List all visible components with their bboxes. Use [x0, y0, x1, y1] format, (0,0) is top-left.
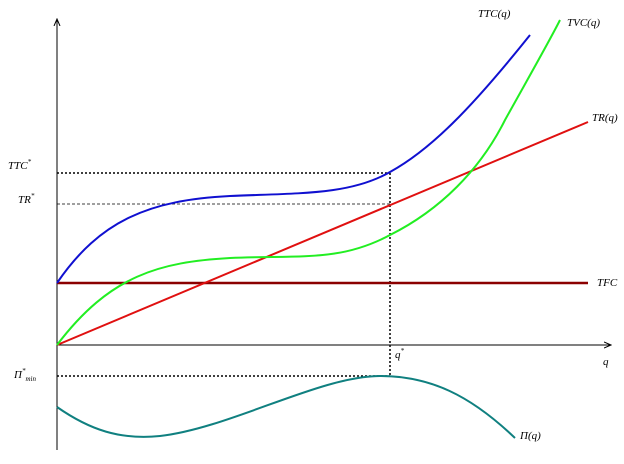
tr-label: TR(q) [592, 112, 618, 124]
base: Π [13, 369, 23, 381]
tvc-curve [56, 19, 561, 346]
base: q [395, 349, 401, 361]
base: TTC [8, 160, 28, 172]
ttc-star-label: TTC* [8, 158, 32, 172]
base: TR [18, 194, 31, 206]
sup: * [401, 347, 405, 355]
x-axis-label: q [603, 356, 609, 368]
ttc-label: TTC(q) [478, 8, 511, 20]
q-star-label: q* [395, 347, 405, 361]
sup: * [31, 192, 35, 200]
profit-curve [56, 374, 516, 439]
sub: min [25, 375, 36, 383]
tr-curve [56, 121, 589, 346]
ttc-curve [56, 34, 531, 284]
profit-min-label: Π*min [13, 367, 36, 383]
profit-label: Π(q) [519, 430, 541, 442]
tr-star-label: TR* [18, 192, 35, 206]
tvc-label: TVC(q) [567, 17, 600, 29]
sup: * [28, 158, 32, 166]
sup: * [22, 367, 26, 375]
tfc-label: TFC [597, 277, 618, 289]
